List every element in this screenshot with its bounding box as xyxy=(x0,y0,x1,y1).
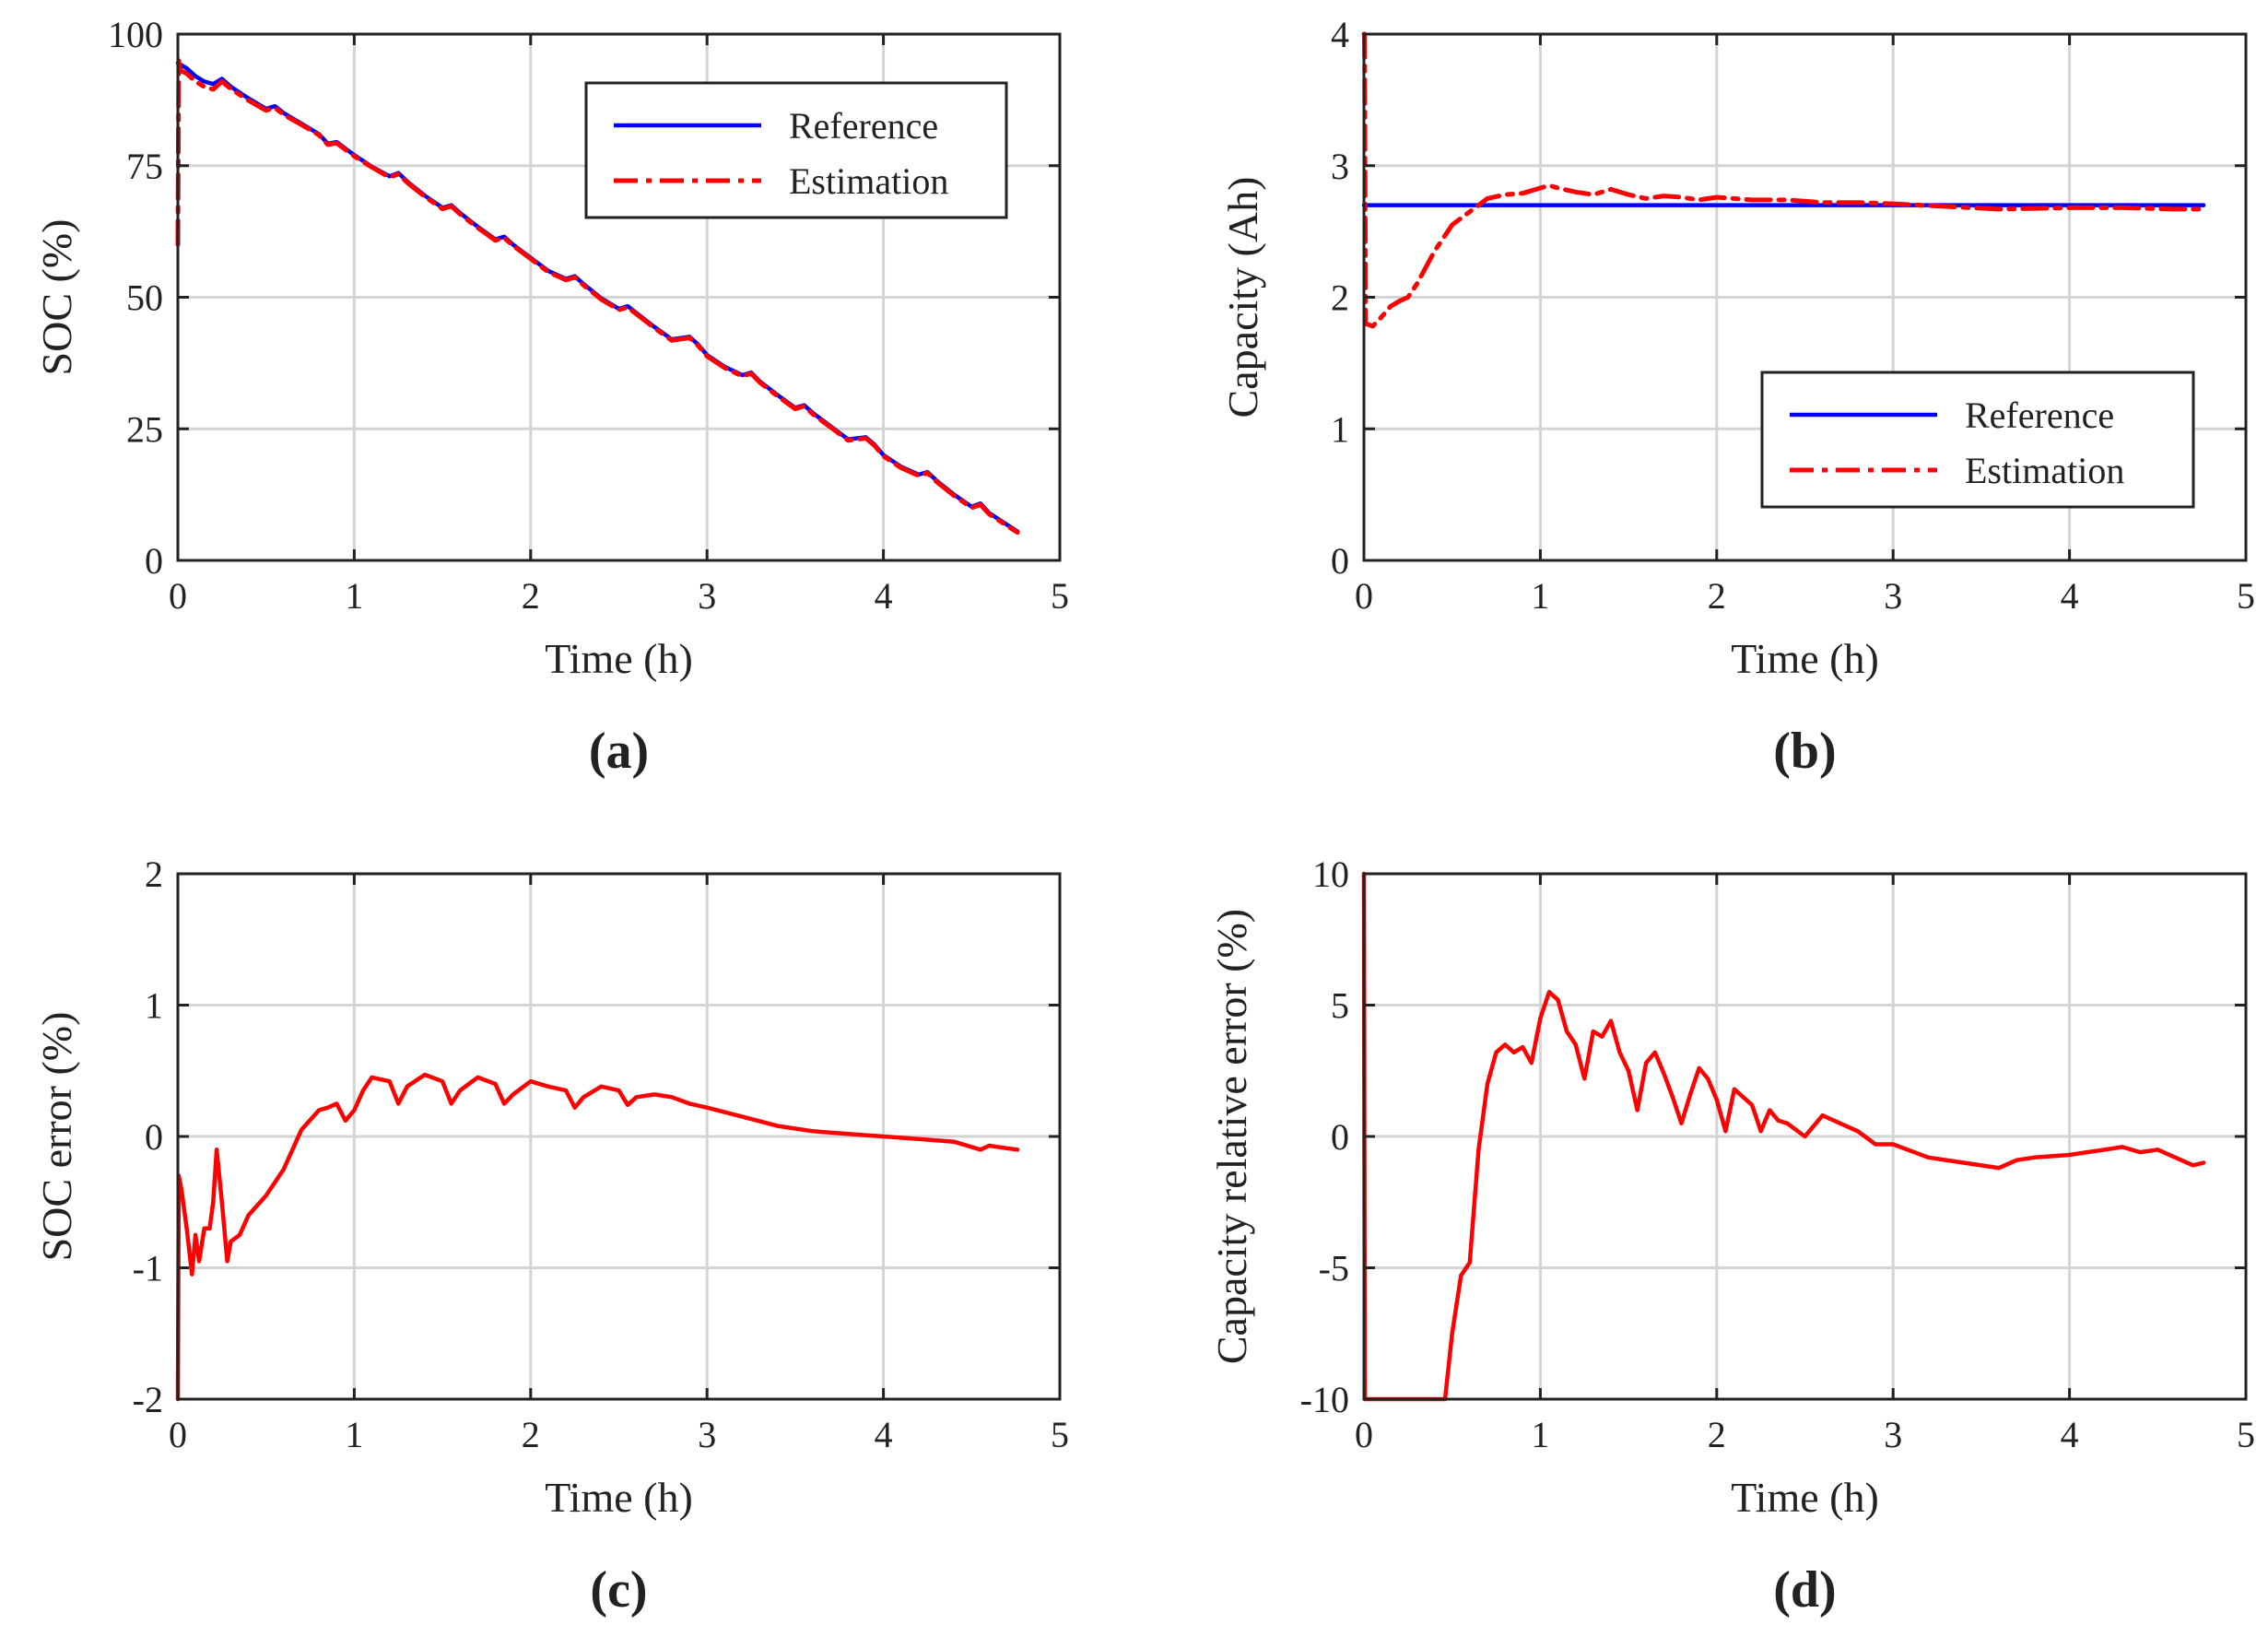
x-tick-label: 2 xyxy=(1708,1414,1726,1455)
y-tick-label: 25 xyxy=(126,408,163,450)
y-tick-label: 1 xyxy=(1331,408,1349,450)
panel-label: (d) xyxy=(1773,1561,1836,1619)
x-tick-label: 1 xyxy=(1531,1414,1549,1455)
y-tick-label: -1 xyxy=(133,1248,163,1289)
y-tick-label: 10 xyxy=(1312,853,1349,895)
x-tick-label: 4 xyxy=(875,1414,893,1455)
y-tick-label: 1 xyxy=(145,985,163,1027)
y-tick-label: -2 xyxy=(133,1379,163,1420)
x-tick-label: 4 xyxy=(875,575,893,617)
y-tick-label: 0 xyxy=(1331,540,1349,582)
x-tick-label: 3 xyxy=(698,1414,716,1455)
panel-label: (a) xyxy=(589,723,649,780)
y-tick-label: -5 xyxy=(1319,1248,1349,1289)
legend-label: Estimation xyxy=(789,160,948,202)
x-tick-label: 5 xyxy=(1051,1414,1069,1455)
x-tick-label: 2 xyxy=(522,1414,540,1455)
x-tick-label: 5 xyxy=(1051,575,1069,617)
series-line-capacity-relative-error xyxy=(1361,871,2206,1402)
x-tick-label: 3 xyxy=(1884,575,1902,617)
x-tick-label: 0 xyxy=(169,575,187,617)
y-tick-label: 0 xyxy=(145,1116,163,1158)
series-line-soc-error xyxy=(175,1072,1020,1402)
legend-box xyxy=(1760,371,2195,509)
y-tick-label: 0 xyxy=(145,540,163,582)
y-tick-label: 50 xyxy=(126,277,163,319)
y-axis-label: Capacity relative error (%) xyxy=(1208,909,1255,1364)
legend-label: Estimation xyxy=(1965,450,2124,491)
legend-label: Reference xyxy=(789,105,938,147)
legend: Reference Estimation xyxy=(1760,371,2195,509)
panel-d: 0 1 2 3 4 5 -10 -5 0 5 10 Time (h) Capacity relative… xyxy=(1208,853,2255,1619)
x-tick-label: 4 xyxy=(2061,1414,2079,1455)
x-tick-label: 3 xyxy=(1884,1414,1902,1455)
x-axis-label: Time (h) xyxy=(545,1474,693,1521)
panel-label: (c) xyxy=(590,1561,647,1619)
legend-label: Reference xyxy=(1965,394,2114,436)
x-tick-label: 0 xyxy=(1355,575,1373,617)
x-axis-label: Time (h) xyxy=(545,635,693,682)
y-tick-label: -10 xyxy=(1300,1379,1349,1420)
y-tick-label: 2 xyxy=(1331,277,1349,319)
panel-b: 0 1 2 3 4 5 0 1 2 3 4 Time (h) Capacity (Ah) (b) Refer… xyxy=(1219,14,2255,780)
x-tick-label: 2 xyxy=(1708,575,1726,617)
x-axis-label: Time (h) xyxy=(1731,1474,1879,1521)
y-tick-label: 4 xyxy=(1331,14,1349,55)
x-tick-label: 1 xyxy=(345,575,363,617)
legend: Reference Estimation xyxy=(584,81,1008,219)
y-tick-label: 75 xyxy=(126,146,163,187)
x-tick-label: 1 xyxy=(345,1414,363,1455)
x-tick-label: 1 xyxy=(1531,575,1549,617)
y-axis-label: Capacity (Ah) xyxy=(1219,177,1266,418)
y-tick-label: 100 xyxy=(108,14,163,55)
y-tick-label: 2 xyxy=(145,853,163,895)
x-tick-label: 0 xyxy=(169,1414,187,1455)
x-tick-label: 5 xyxy=(2237,575,2255,617)
x-tick-label: 5 xyxy=(2237,1414,2255,1455)
y-tick-label: 0 xyxy=(1331,1116,1349,1158)
y-axis-label: SOC error (%) xyxy=(33,1012,80,1262)
y-tick-label: 3 xyxy=(1331,146,1349,187)
x-axis-label: Time (h) xyxy=(1731,635,1879,682)
series-line-estimation xyxy=(175,58,1020,536)
y-axis-label: SOC (%) xyxy=(33,219,80,376)
series-line-estimation xyxy=(1361,31,2206,329)
x-tick-label: 2 xyxy=(522,575,540,617)
x-tick-label: 3 xyxy=(698,575,716,617)
legend-box xyxy=(584,81,1008,219)
panel-label: (b) xyxy=(1773,723,1836,780)
y-tick-label: 5 xyxy=(1331,985,1349,1027)
x-tick-label: 4 xyxy=(2061,575,2079,617)
x-tick-label: 0 xyxy=(1355,1414,1373,1455)
